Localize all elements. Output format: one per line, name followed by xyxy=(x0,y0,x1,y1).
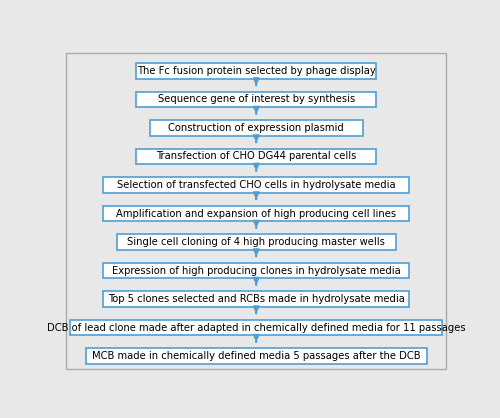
FancyBboxPatch shape xyxy=(86,348,427,364)
Text: Sequence gene of interest by synthesis: Sequence gene of interest by synthesis xyxy=(158,94,355,104)
FancyBboxPatch shape xyxy=(136,92,376,107)
FancyBboxPatch shape xyxy=(103,291,410,307)
FancyBboxPatch shape xyxy=(70,320,442,336)
Text: Transfection of CHO DG44 parental cells: Transfection of CHO DG44 parental cells xyxy=(156,151,356,161)
FancyBboxPatch shape xyxy=(117,234,396,250)
Text: Top 5 clones selected and RCBs made in hydrolysate media: Top 5 clones selected and RCBs made in h… xyxy=(108,294,405,304)
Text: Construction of expression plasmid: Construction of expression plasmid xyxy=(168,123,344,133)
Text: DCB of lead clone made after adapted in chemically defined media for 11 passages: DCB of lead clone made after adapted in … xyxy=(47,323,466,333)
Text: Expression of high producing clones in hydrolysate media: Expression of high producing clones in h… xyxy=(112,265,401,275)
FancyBboxPatch shape xyxy=(136,148,376,164)
Text: The Fc fusion protein selected by phage display: The Fc fusion protein selected by phage … xyxy=(137,66,376,76)
FancyBboxPatch shape xyxy=(136,63,376,79)
Text: Selection of transfected CHO cells in hydrolysate media: Selection of transfected CHO cells in hy… xyxy=(117,180,396,190)
FancyBboxPatch shape xyxy=(103,263,410,278)
FancyBboxPatch shape xyxy=(150,120,363,136)
Text: Single cell cloning of 4 high producing master wells: Single cell cloning of 4 high producing … xyxy=(128,237,385,247)
FancyBboxPatch shape xyxy=(103,206,410,222)
FancyBboxPatch shape xyxy=(66,54,446,369)
FancyBboxPatch shape xyxy=(103,177,410,193)
Text: Amplification and expansion of high producing cell lines: Amplification and expansion of high prod… xyxy=(116,209,396,219)
Text: MCB made in chemically defined media 5 passages after the DCB: MCB made in chemically defined media 5 p… xyxy=(92,351,420,361)
